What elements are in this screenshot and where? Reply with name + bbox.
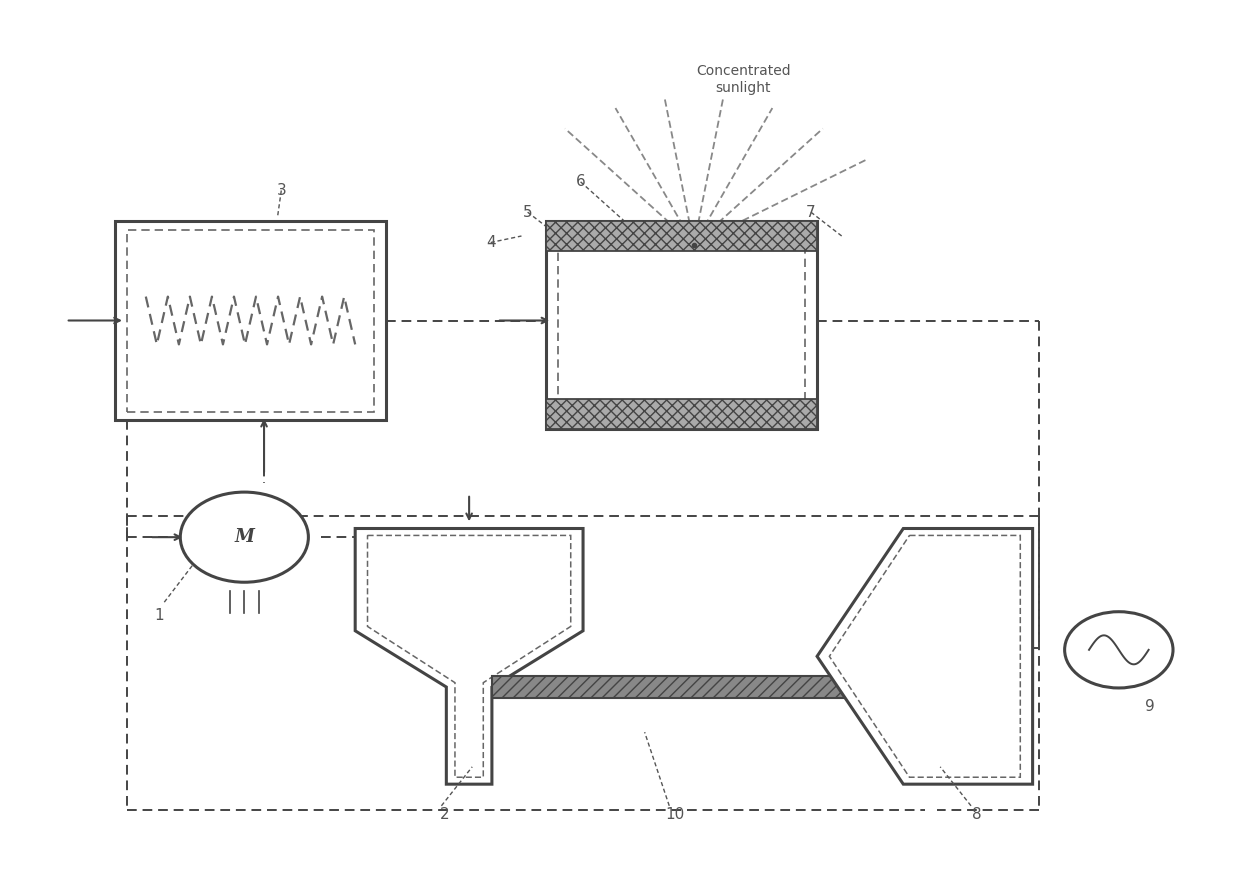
Text: 4: 4: [486, 235, 496, 250]
Circle shape: [1065, 612, 1173, 688]
Text: 3: 3: [277, 183, 286, 198]
Text: 6: 6: [575, 174, 585, 189]
Text: M: M: [234, 528, 254, 546]
Text: 1: 1: [155, 607, 164, 623]
Bar: [492, 676, 903, 698]
Bar: [546, 220, 817, 429]
Bar: [546, 398, 817, 429]
Bar: [558, 229, 805, 420]
Bar: [128, 229, 373, 411]
Polygon shape: [355, 528, 583, 784]
Text: Concentrated
sunlight: Concentrated sunlight: [696, 64, 790, 95]
Bar: [115, 220, 386, 420]
Text: 2: 2: [440, 807, 450, 822]
Circle shape: [180, 492, 309, 582]
Text: 8: 8: [972, 807, 982, 822]
Bar: [546, 220, 817, 251]
Text: 5: 5: [523, 205, 532, 220]
Text: 7: 7: [806, 205, 816, 220]
Polygon shape: [817, 528, 1033, 784]
Text: 10: 10: [666, 807, 684, 822]
Text: 9: 9: [1145, 698, 1154, 714]
